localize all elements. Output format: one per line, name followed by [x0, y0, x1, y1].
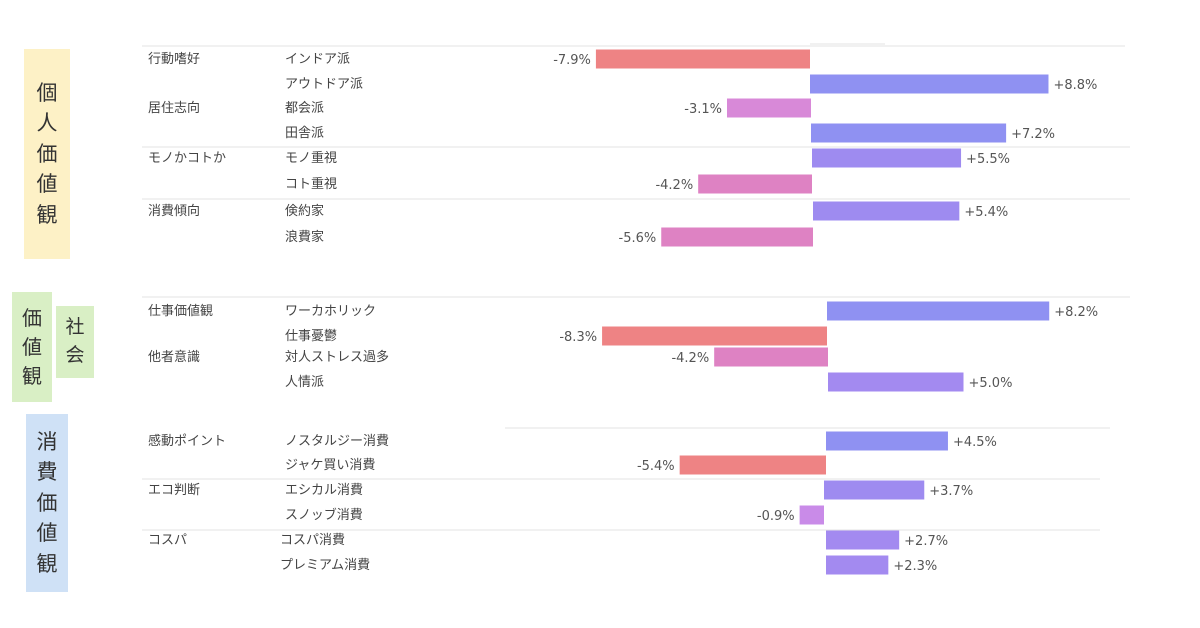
category-label: モノかコトか	[148, 151, 226, 166]
section-tag-social-society: 社 会	[56, 306, 94, 378]
bar	[799, 505, 824, 525]
tag-char: 社	[65, 316, 85, 339]
item-label: コスパ消費	[280, 533, 345, 548]
value-label: -4.2%	[655, 178, 693, 193]
value-label: -0.9%	[757, 509, 795, 524]
item-label: スノッブ消費	[285, 507, 363, 523]
value-label: +5.5%	[966, 152, 1010, 167]
tag-char: 観	[36, 551, 58, 576]
bar	[679, 455, 826, 475]
value-label: -8.3%	[559, 330, 597, 345]
value-label: +8.8%	[1053, 78, 1097, 93]
item-label: 都会派	[285, 101, 324, 116]
bar	[813, 201, 960, 221]
bar	[595, 49, 810, 69]
item-label: プレミアム消費	[280, 558, 370, 573]
value-label: +3.7%	[929, 484, 973, 499]
item-label: 浪費家	[285, 229, 324, 245]
tag-char: 観	[36, 202, 58, 227]
bar	[661, 227, 813, 247]
value-label: +5.0%	[969, 376, 1013, 391]
tag-char: 消	[36, 429, 58, 454]
tag-char: 人	[36, 111, 58, 136]
tag-char: 会	[65, 344, 85, 366]
value-label: -4.2%	[671, 351, 709, 366]
item-label: 人情派	[285, 375, 324, 390]
value-label: -7.9%	[553, 53, 591, 68]
value-label: +4.5%	[953, 435, 997, 450]
value-label: +2.7%	[904, 534, 948, 549]
item-label: ノスタルジー消費	[285, 434, 389, 449]
bar	[811, 123, 1007, 143]
bar	[824, 480, 925, 500]
section-tag-consumer: 消 費 価 値 観	[26, 414, 68, 592]
item-label: アウトドア派	[285, 77, 363, 92]
bar	[828, 372, 964, 392]
tag-char: 価	[22, 305, 42, 330]
tag-char: 費	[36, 460, 58, 485]
tag-char: 個	[36, 80, 58, 105]
item-label: 倹約家	[285, 203, 324, 219]
section-tag-social: 価 値 観 社 会	[12, 292, 94, 402]
bar	[812, 148, 962, 168]
category-label: 行動嗜好	[148, 52, 200, 67]
tag-char: 値	[36, 521, 58, 546]
item-label: インドア派	[285, 52, 350, 67]
category-label: エコ判断	[148, 483, 200, 498]
category-label: コスパ	[148, 533, 187, 548]
tag-char: 値	[22, 334, 42, 359]
value-label: -5.6%	[619, 231, 657, 246]
category-label: 仕事価値観	[148, 303, 213, 319]
value-label: +7.2%	[1011, 127, 1055, 142]
bar	[826, 555, 889, 575]
bar	[826, 530, 900, 550]
category-label: 感動ポイント	[148, 433, 226, 449]
item-label: 田舎派	[285, 126, 324, 141]
category-label: 消費傾向	[148, 203, 200, 219]
item-label: コト重視	[285, 176, 337, 192]
bar	[810, 74, 1049, 94]
value-label: +5.4%	[964, 205, 1008, 220]
item-label: エシカル消費	[285, 483, 363, 498]
tag-char: 観	[22, 363, 42, 388]
bar	[602, 326, 827, 346]
bar	[726, 98, 811, 118]
item-label: 対人ストレス過多	[285, 349, 389, 365]
tag-char: 値	[36, 172, 58, 197]
value-label: -3.1%	[684, 102, 722, 117]
bar	[827, 301, 1050, 321]
value-label: +2.3%	[893, 559, 937, 574]
category-label: 他者意識	[148, 349, 200, 365]
value-label: +8.2%	[1054, 305, 1098, 320]
section-tag-social-values: 価 値 観	[12, 292, 52, 402]
category-label: 居住志向	[148, 100, 200, 116]
value-label: -5.4%	[637, 459, 675, 474]
tag-char: 価	[36, 141, 58, 166]
bar	[698, 174, 812, 194]
item-label: ワーカホリック	[285, 304, 376, 319]
bar	[826, 431, 948, 451]
section-tag-personal: 個 人 価 値 観	[24, 49, 70, 259]
tag-char: 価	[36, 490, 58, 515]
item-label: ジャケ買い消費	[285, 458, 375, 473]
item-label: 仕事憂鬱	[285, 329, 337, 344]
item-label: モノ重視	[285, 150, 337, 166]
bar	[714, 347, 828, 367]
